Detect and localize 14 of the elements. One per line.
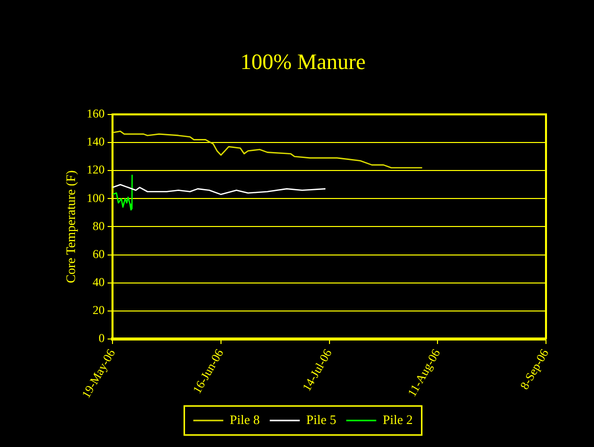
y-tick-label: 120 bbox=[86, 162, 105, 177]
y-tick-label: 140 bbox=[86, 134, 105, 149]
y-tick-label: 80 bbox=[92, 218, 105, 233]
chart-title: 100% Manure bbox=[240, 48, 366, 74]
y-tick-label: 100 bbox=[86, 190, 105, 205]
legend-label: Pile 8 bbox=[230, 412, 260, 427]
y-tick-label: 60 bbox=[92, 246, 105, 261]
y-axis-title: Core Temperature (F) bbox=[63, 170, 78, 284]
legend-label: Pile 5 bbox=[306, 412, 336, 427]
y-tick-label: 40 bbox=[92, 275, 105, 290]
y-tick-label: 0 bbox=[98, 331, 105, 346]
legend-label: Pile 2 bbox=[382, 412, 413, 427]
y-tick-label: 160 bbox=[86, 106, 105, 121]
y-tick-label: 20 bbox=[92, 303, 105, 318]
